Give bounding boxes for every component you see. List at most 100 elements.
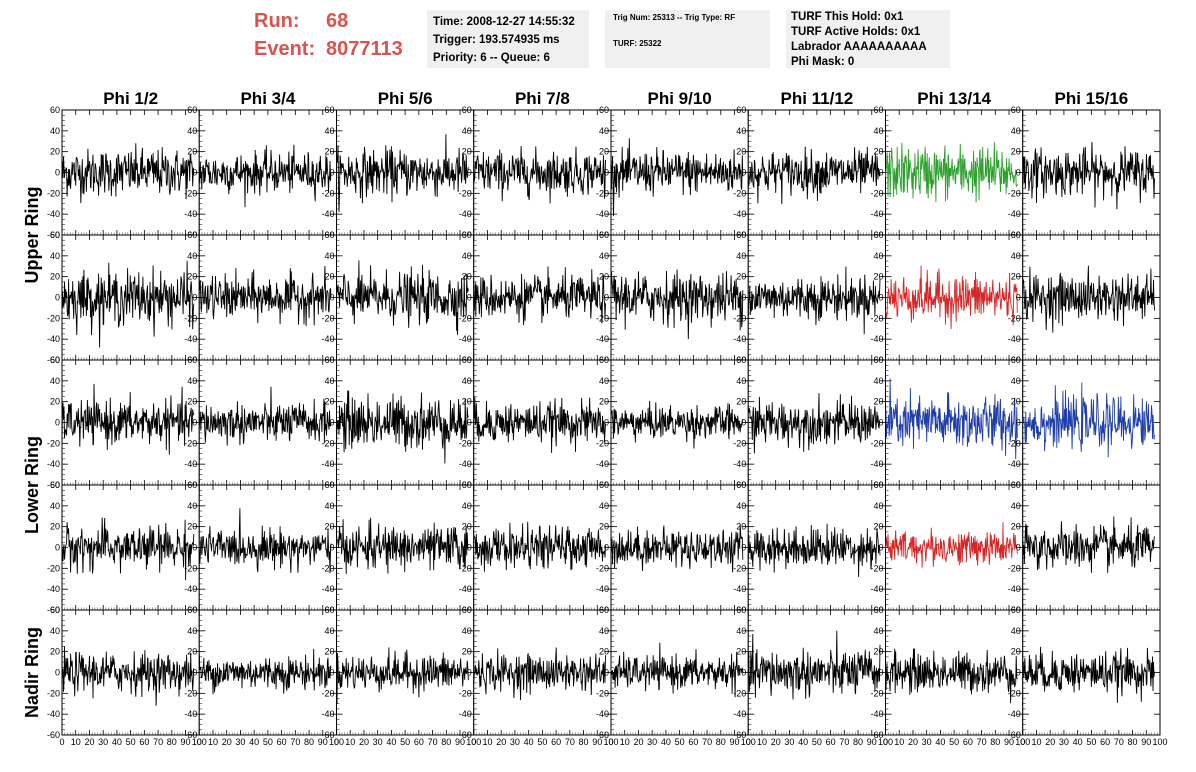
x-tick-label: 100 [603,737,618,747]
x-tick-label: 80 [167,737,177,747]
y-tick-label: 0 [55,418,60,428]
x-tick-label: 0 [883,737,888,747]
y-tick-label: -20 [870,438,883,448]
x-tick-label: 90 [1004,737,1014,747]
y-tick-label: -60 [1008,730,1021,740]
y-tick-label: -60 [47,480,60,490]
y-tick-label: -20 [596,688,609,698]
y-tick-label: -60 [596,730,609,740]
turf-info-box: TURF This Hold: 0x1 TURF Active Holds: 0… [786,10,950,68]
waveform-trace-r2-c1 [61,260,195,348]
y-tick-label: -40 [1008,334,1021,344]
x-tick-label: 40 [661,737,671,747]
y-tick-label: 60 [50,230,60,240]
y-tick-label: 40 [462,376,472,386]
x-tick-label: 30 [510,737,520,747]
waveform-trace-r1-c4 [473,145,606,204]
y-tick-label: 20 [599,397,609,407]
waveform-trace-r2-c8 [1022,265,1155,333]
y-tick-label: -20 [870,313,883,323]
y-tick-label: 40 [50,126,60,136]
x-tick-label: 60 [414,737,424,747]
y-tick-label: -20 [321,688,334,698]
y-tick-label: 0 [1016,418,1021,428]
x-tick-label: 20 [222,737,232,747]
y-tick-label: 0 [878,168,883,178]
waveform-trace-r5-c5 [610,642,744,698]
y-tick-label: -40 [733,709,746,719]
y-tick-label: -60 [459,730,472,740]
y-tick-label: 40 [599,251,609,261]
y-tick-label: 20 [324,647,334,657]
y-tick-label: 20 [599,272,609,282]
turf-text: TURF: 25322 [613,39,662,48]
column-header-8: Phi 15/16 [1055,89,1129,108]
y-tick-label: -20 [733,438,746,448]
y-tick-label: 0 [1016,543,1021,553]
y-tick-label: 0 [741,668,746,678]
x-tick-label: 60 [277,737,287,747]
x-tick-label: 10 [482,737,492,747]
y-tick-label: 40 [873,126,883,136]
y-tick-label: 40 [1011,251,1021,261]
waveform-trace-r4-c4 [473,521,606,572]
y-tick-label: 40 [873,251,883,261]
x-tick-label: 70 [290,737,300,747]
x-tick-label: 70 [1114,737,1124,747]
panel-r1-c1: 60 40 20 0 -20 -40 -60 [47,105,200,240]
y-tick-label: -20 [733,688,746,698]
y-tick-label: -40 [321,334,334,344]
y-tick-label: 40 [324,376,334,386]
x-tick-label: 60 [826,737,836,747]
waveform-trace-r2-c6 [747,266,881,335]
y-tick-label: 40 [736,501,746,511]
x-tick-label: 30 [373,737,383,747]
y-tick-label: 40 [736,376,746,386]
waveform-trace-r2-c7 [885,265,1018,330]
x-tick-label: 90 [867,737,877,747]
y-tick-label: 0 [329,418,334,428]
x-tick-label: 80 [1128,737,1138,747]
y-tick-label: 40 [1011,626,1021,636]
y-tick-label: -20 [1008,563,1021,573]
x-tick-label: 50 [1086,737,1096,747]
y-tick-label: 20 [50,147,60,157]
x-tick-label: 70 [977,737,987,747]
y-tick-label: 40 [599,501,609,511]
y-tick-label: 60 [599,105,609,115]
y-tick-label: 20 [462,272,472,282]
y-tick-label: 0 [55,668,60,678]
y-tick-label: 20 [599,647,609,657]
y-tick-label: -20 [47,313,60,323]
y-tick-label: 0 [878,543,883,553]
event-value: 8077113 [326,38,403,60]
y-tick-label: 60 [187,355,197,365]
x-tick-label: 60 [963,737,973,747]
x-tick-label: 0 [471,737,476,747]
y-tick-label: 60 [187,230,197,240]
y-tick-label: 40 [50,251,60,261]
y-tick-label: 0 [329,668,334,678]
y-tick-label: -20 [596,438,609,448]
y-tick-label: 20 [50,397,60,407]
y-tick-label: 0 [55,168,60,178]
y-tick-label: 0 [467,543,472,553]
y-tick-label: 40 [599,376,609,386]
y-tick-label: -60 [47,230,60,240]
y-tick-label: 0 [741,543,746,553]
y-tick-label: 40 [50,376,60,386]
column-header-1: Phi 1/2 [103,89,158,108]
y-tick-label: 60 [50,355,60,365]
x-tick-label: 80 [990,737,1000,747]
ring-label-2: Lower Ring [22,436,42,534]
x-tick-label: 80 [579,737,589,747]
y-tick-label: -20 [1008,438,1021,448]
y-tick-label: 20 [873,147,883,157]
